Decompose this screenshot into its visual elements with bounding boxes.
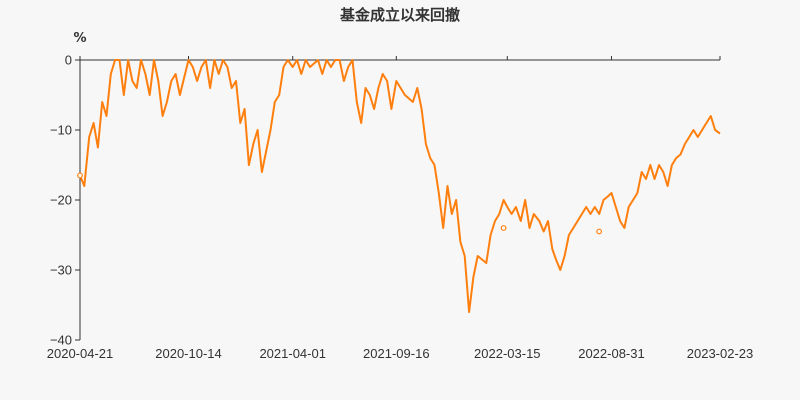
x-ticks: 2020-04-21 2020-10-14 2021-04-01 2021-09-16… (47, 56, 754, 361)
x-tick-label: 2020-10-14 (155, 346, 222, 361)
y-tick-label: −40 (50, 333, 72, 348)
y-tick-label: −30 (50, 263, 72, 278)
data-point-marker (500, 225, 507, 231)
x-tick-label: 2021-04-01 (259, 346, 326, 361)
chart-title: 基金成立以来回撤 (339, 6, 460, 24)
y-ticks: 0 −10 −20 −30 −40 (50, 53, 80, 348)
y-axis-unit: % (73, 31, 86, 46)
data-point-marker (77, 172, 83, 179)
x-tick-label: 2022-08-31 (578, 346, 645, 361)
y-tick-label: −20 (50, 193, 72, 208)
y-tick-label: 0 (65, 53, 72, 68)
x-tick-label: 2020-04-21 (47, 346, 114, 361)
series-layer (79, 59, 721, 313)
drawdown-series-line (79, 59, 721, 313)
x-tick-label: 2021-09-16 (363, 346, 430, 361)
markers-layer (77, 172, 603, 235)
y-tick-label: −10 (50, 123, 72, 138)
x-tick-label: 2023-02-23 (687, 346, 754, 361)
data-point-marker (596, 228, 603, 235)
axes (79, 58, 720, 340)
x-tick-label: 2022-03-15 (474, 346, 541, 361)
